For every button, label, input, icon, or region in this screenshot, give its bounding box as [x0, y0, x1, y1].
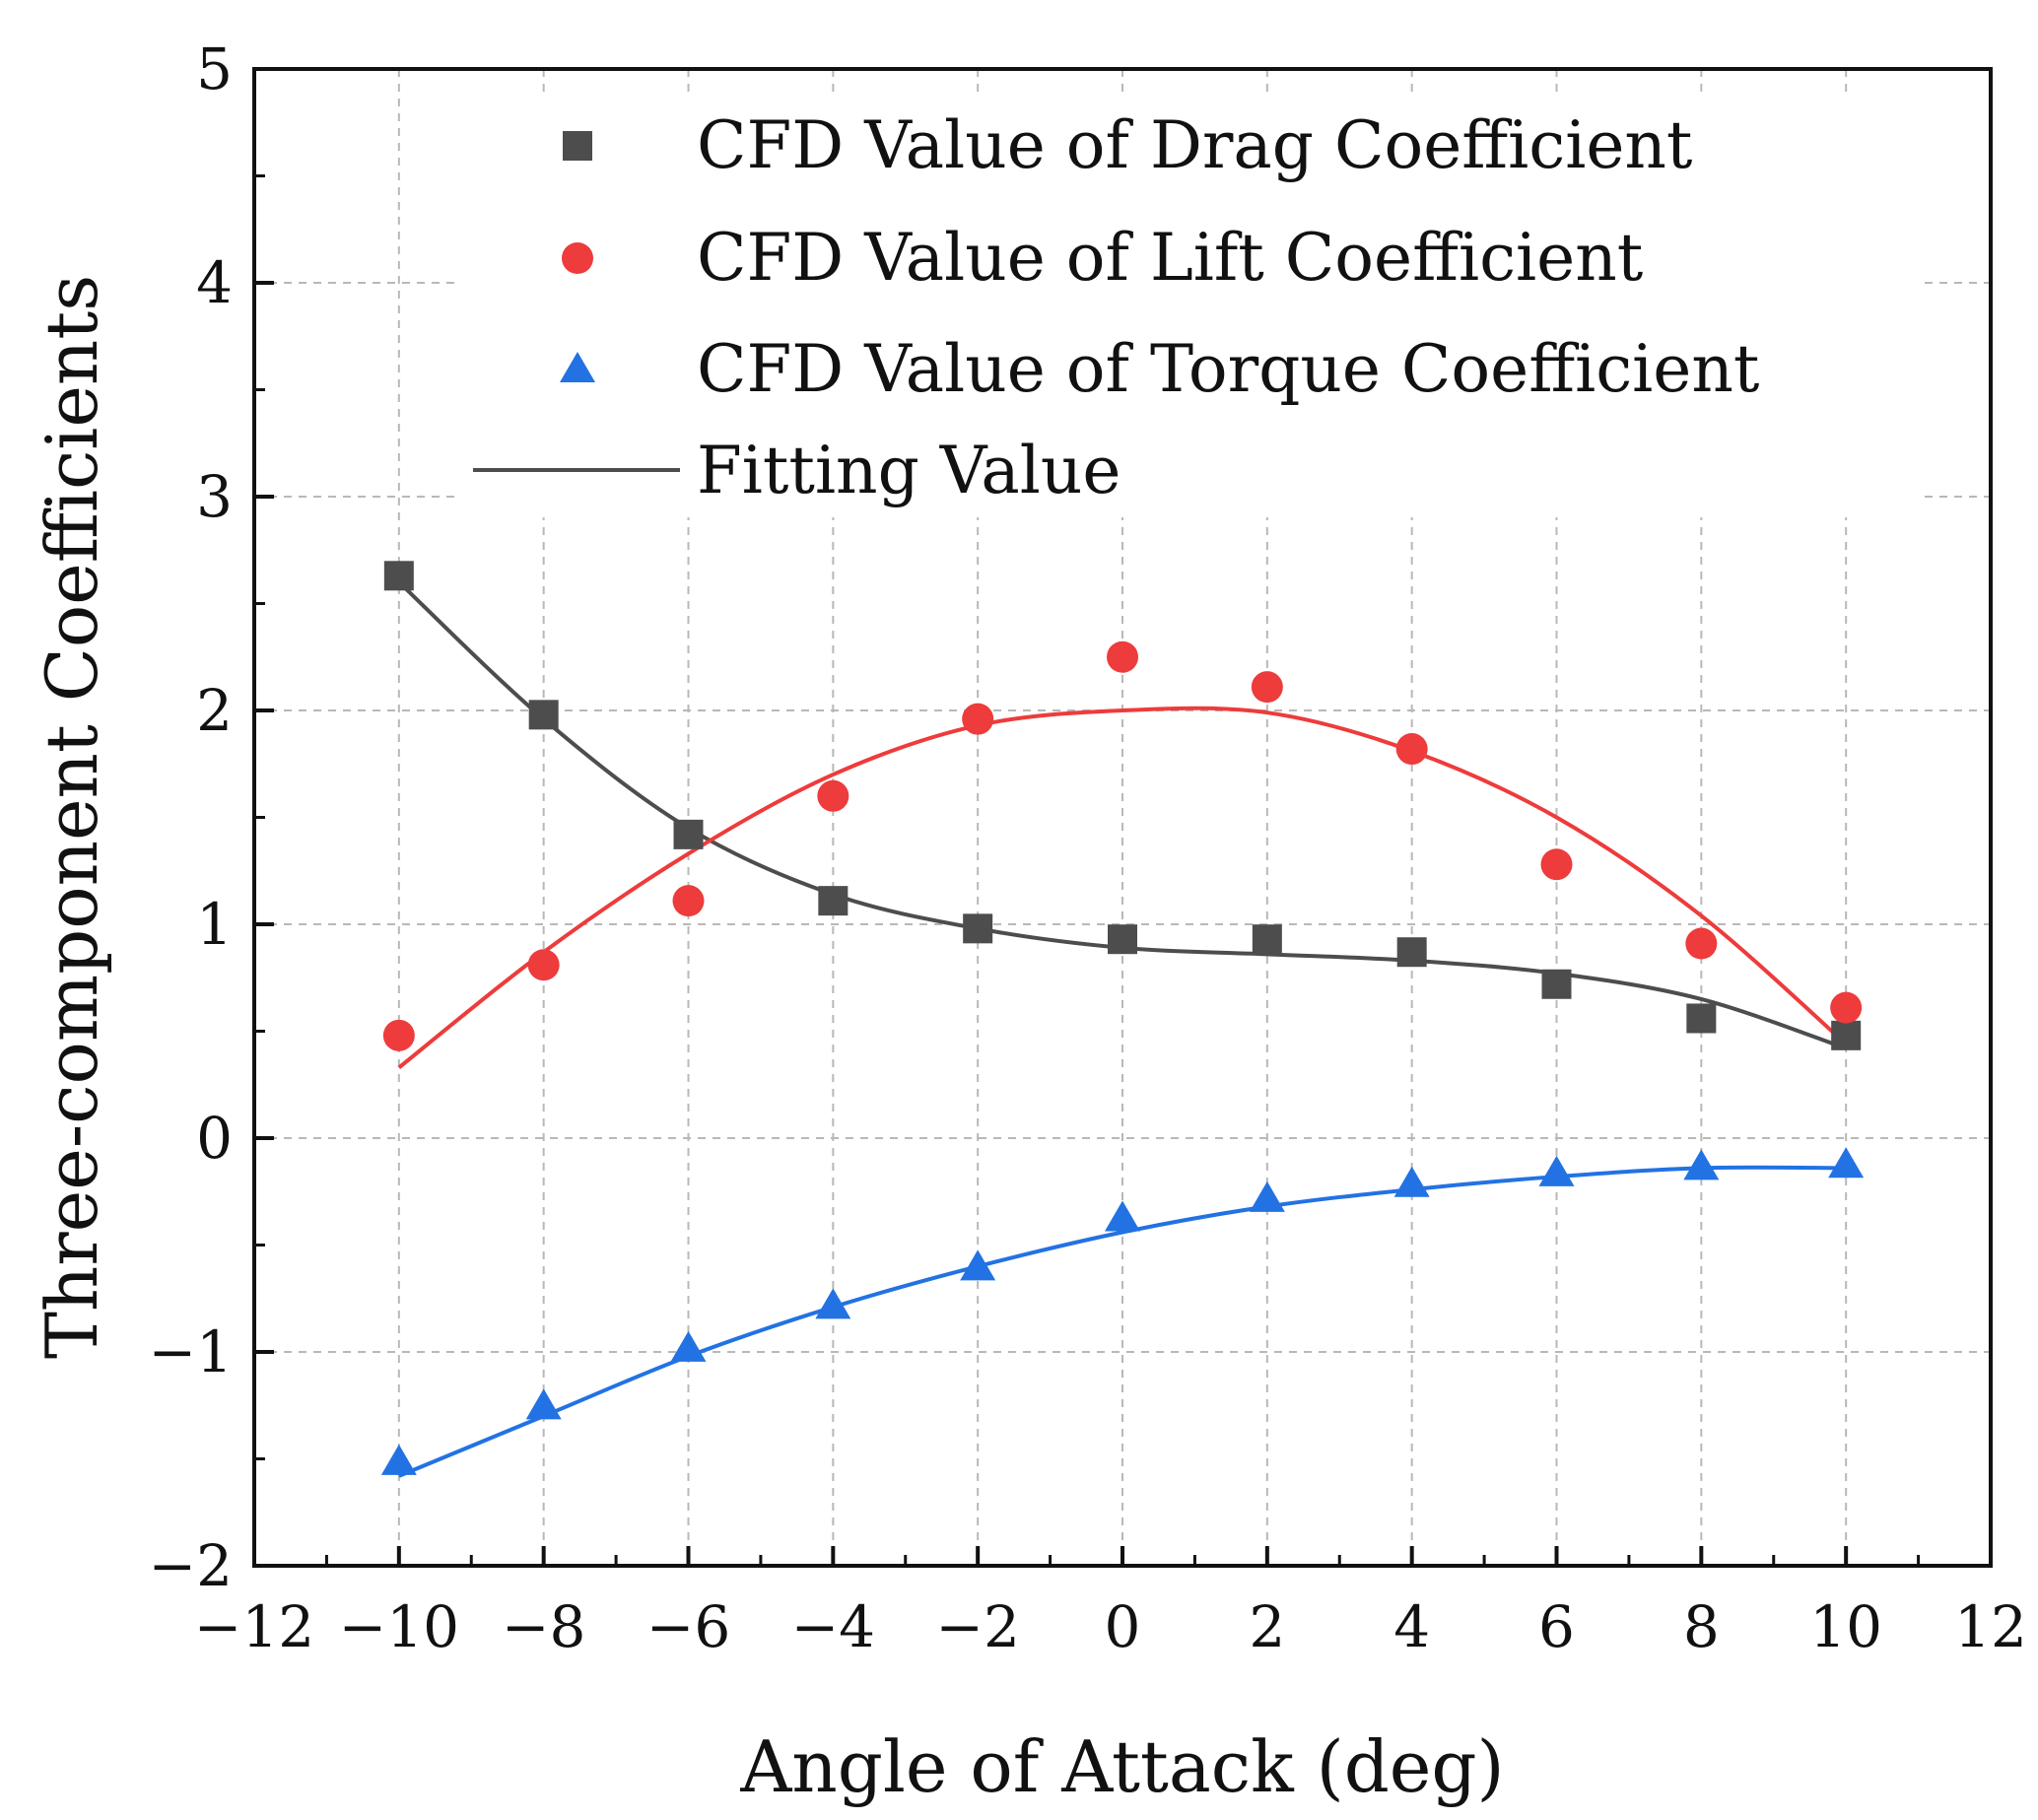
torque-point: [960, 1249, 996, 1281]
drag-point: [383, 561, 414, 591]
lift-point: [1830, 991, 1863, 1024]
drag-point: [1396, 937, 1427, 968]
drag-point: [1108, 924, 1137, 955]
torque-point: [1393, 1166, 1430, 1197]
x-axis-title: Angle of Attack (deg): [739, 1725, 1504, 1808]
torque-fit-line: [398, 1165, 1847, 1478]
lift-point: [1251, 671, 1283, 704]
torque-point: [815, 1288, 851, 1319]
x-tick-label: −2: [935, 1593, 1020, 1660]
y-tick-label: −2: [149, 1532, 234, 1599]
legend-drag-label: CFD Value of Drag Coefficient: [697, 107, 1692, 183]
torque-point: [670, 1330, 707, 1362]
axis-ticks: [252, 67, 1993, 1568]
lift-point: [1540, 848, 1573, 881]
y-tick-label: −1: [149, 1318, 234, 1385]
lift-point: [1395, 733, 1428, 766]
drag-point: [1686, 1003, 1717, 1034]
x-tick-label: −10: [339, 1593, 459, 1660]
torque-point: [1828, 1147, 1865, 1179]
drag-point: [818, 886, 849, 916]
drag-point: [528, 700, 559, 730]
torque-point: [1683, 1149, 1720, 1180]
x-tick-labels: −12 −10 −8 −6 −4 −2 0 2 4 6 8 10 12: [194, 1593, 2027, 1660]
x-tick-label: −8: [502, 1593, 586, 1660]
drag-point: [1831, 1020, 1862, 1050]
x-tick-label: 8: [1683, 1593, 1720, 1660]
drag-point: [1252, 924, 1282, 955]
lift-point: [382, 1019, 415, 1051]
y-tick-label: 3: [196, 463, 233, 530]
drag-point: [673, 819, 704, 849]
lift-point: [962, 703, 994, 735]
x-tick-label: 12: [1954, 1593, 2027, 1660]
x-tick-label: 10: [1809, 1593, 1882, 1660]
y-tick-label: 1: [196, 891, 233, 958]
torque-point: [1105, 1200, 1140, 1232]
legend-background: [461, 94, 1920, 517]
lift-point: [1685, 927, 1718, 960]
x-tick-label: 6: [1538, 1593, 1575, 1660]
x-tick-label: −6: [646, 1593, 731, 1660]
lift-point: [817, 779, 849, 812]
y-tick-label: 0: [196, 1105, 233, 1172]
legend-lift-marker: [562, 242, 593, 274]
x-tick-label: 4: [1393, 1593, 1430, 1660]
data-markers: [380, 561, 1865, 1475]
drag-point: [1541, 969, 1572, 999]
lift-point: [672, 885, 705, 917]
x-tick-label: −12: [194, 1593, 314, 1660]
legend: CFD Value of Drag Coefficient CFD Value …: [473, 107, 1759, 508]
legend-torque-marker: [560, 352, 595, 382]
y-axis-title: Three-component Coefficients: [31, 275, 113, 1359]
y-tick-label: 5: [196, 35, 233, 102]
legend-drag-marker: [563, 131, 592, 161]
lift-fit-line: [397, 706, 1848, 1069]
x-tick-label: −4: [791, 1593, 876, 1660]
legend-torque-label: CFD Value of Torque Coefficient: [697, 331, 1759, 407]
legend-fit-label: Fitting Value: [697, 433, 1121, 508]
y-tick-labels: −2 −1 0 1 2 3 4 5: [149, 35, 234, 1599]
y-tick-label: 4: [196, 249, 233, 316]
lift-point: [527, 949, 560, 981]
torque-point: [380, 1444, 417, 1475]
torque-point: [1538, 1155, 1575, 1186]
x-tick-label: 2: [1249, 1593, 1285, 1660]
x-tick-label: 0: [1105, 1593, 1141, 1660]
lift-point: [1107, 640, 1138, 673]
y-tick-label: 2: [196, 677, 233, 744]
torque-point: [525, 1388, 562, 1420]
legend-lift-label: CFD Value of Lift Coefficient: [697, 220, 1643, 296]
torque-point: [1249, 1180, 1285, 1212]
drag-point: [963, 913, 993, 944]
